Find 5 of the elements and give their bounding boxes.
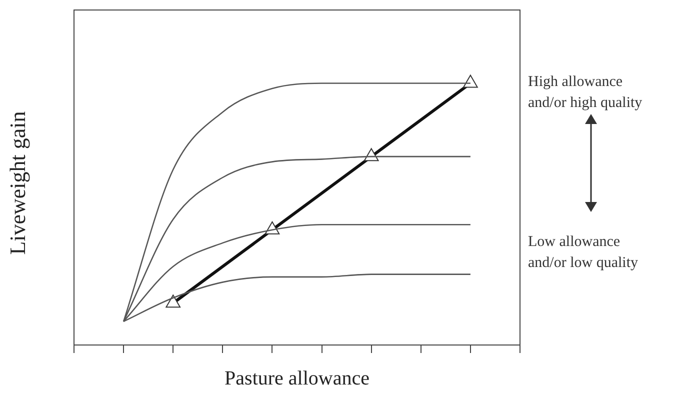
point xyxy=(166,294,181,308)
text: Low allowance and/or low quality xyxy=(528,233,639,273)
x-axis-title: Pasture allowance xyxy=(224,367,370,390)
text: High allowance and/or high quality xyxy=(528,73,644,113)
y-axis-title: Liveweight gain xyxy=(5,110,31,257)
